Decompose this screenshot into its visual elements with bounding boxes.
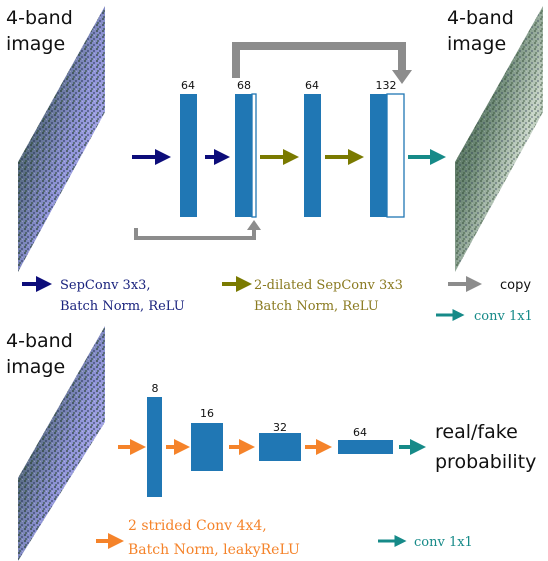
disc-block-3-channels: 32 xyxy=(273,421,287,434)
generator-output-image xyxy=(455,6,543,272)
gen-block-2 xyxy=(235,94,252,217)
gen-block-2-channels: 68 xyxy=(237,79,251,92)
gen-block-4 xyxy=(370,94,387,217)
gen-block-4-concat xyxy=(386,93,405,218)
disc-block-4 xyxy=(338,440,393,454)
disc-output-label-line1: real/fake xyxy=(435,421,518,443)
disc-legend-conv1x1-label: conv 1x1 xyxy=(414,535,473,550)
generator-input-label-line2: image xyxy=(6,33,65,55)
disc-block-2 xyxy=(191,423,223,471)
legend-orange-line1: 2 strided Conv 4x4, xyxy=(128,518,267,534)
gen-block-2-concat xyxy=(251,93,257,218)
generator-output-label-line1: 4-band xyxy=(447,7,514,29)
disc-block-4-channels: 64 xyxy=(353,426,367,439)
discriminator-input-label-line1: 4-band xyxy=(6,330,73,352)
skip-connection-top xyxy=(232,42,406,78)
disc-block-3 xyxy=(259,433,301,461)
skip-connection-bottom xyxy=(134,228,256,240)
discriminator-input-image xyxy=(18,326,105,561)
gen-block-3-channels: 64 xyxy=(305,79,319,92)
legend-olive-line1: 2-dilated SepConv 3x3 xyxy=(254,278,403,293)
generator-input-label-line1: 4-band xyxy=(6,7,73,29)
legend-navy-line1: SepConv 3x3, xyxy=(60,278,151,293)
disc-block-1-channels: 8 xyxy=(152,382,159,395)
gen-block-3 xyxy=(304,94,321,217)
legend-copy-label: copy xyxy=(500,278,531,293)
skip-connection-top-head xyxy=(392,70,412,84)
gen-block-1 xyxy=(180,94,197,217)
gen-block-1-channels: 64 xyxy=(181,79,195,92)
disc-block-1 xyxy=(147,397,162,497)
disc-block-2-channels: 16 xyxy=(200,407,214,420)
legend-navy-line2: Batch Norm, ReLU xyxy=(60,299,185,314)
skip-connection-bottom-head xyxy=(247,220,261,230)
legend-olive-line2: Batch Norm, ReLU xyxy=(254,299,379,314)
gen-block-4-channels: 132 xyxy=(376,79,397,92)
disc-output-label-line2: probability xyxy=(435,451,536,473)
legend-conv1x1-label: conv 1x1 xyxy=(474,309,533,324)
discriminator-input-label-line2: image xyxy=(6,356,65,378)
generator-output-label-line2: image xyxy=(447,33,506,55)
generator-input-image xyxy=(18,6,105,272)
legend-orange-line2: Batch Norm, leakyReLU xyxy=(128,542,300,558)
